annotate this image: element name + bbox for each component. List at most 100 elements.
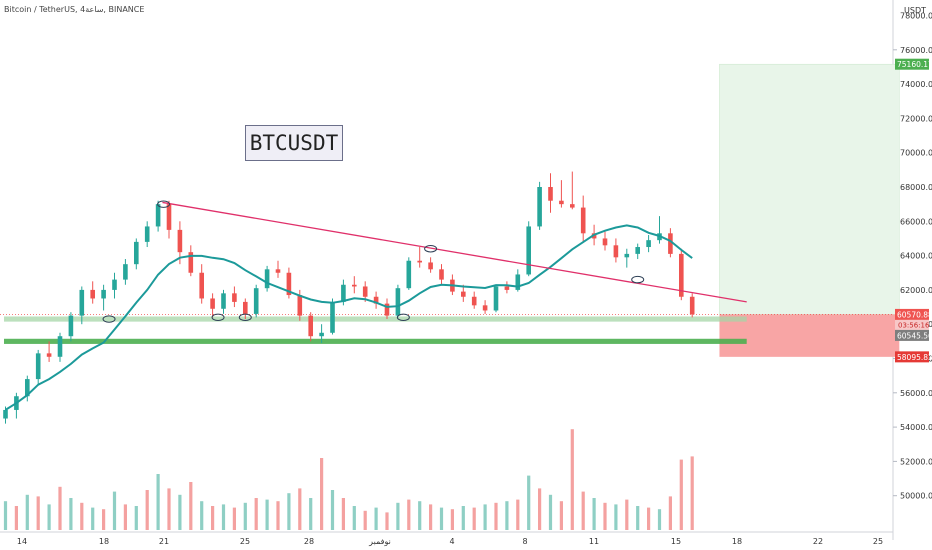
marker-ellipse <box>238 313 252 322</box>
volume-bar <box>211 506 215 530</box>
candle-body <box>319 332 324 337</box>
time-axis-label: 25 <box>873 537 883 546</box>
volume-bar <box>123 504 127 530</box>
volume-bar <box>472 507 476 530</box>
countdown-tag: 03:56:16 <box>898 321 930 329</box>
volume-bar <box>58 486 62 530</box>
moving-average-line <box>4 224 693 411</box>
volume-bar <box>483 504 487 530</box>
volume-bar <box>690 456 694 530</box>
volume-bar <box>559 501 563 530</box>
candle-body <box>134 241 139 265</box>
candle-body <box>526 226 531 275</box>
candle-body <box>373 296 379 304</box>
stop-zone <box>719 314 900 357</box>
volume-bar <box>341 498 345 530</box>
candle-body <box>308 315 313 337</box>
price-axis-label: 64000.00 <box>900 252 932 261</box>
time-axis-label: نوفمبر <box>368 537 391 546</box>
price-axis-label: 78000.00 <box>900 12 932 21</box>
volume-bar <box>112 491 117 530</box>
candle-body <box>548 187 553 201</box>
candle-body <box>90 289 95 299</box>
time-axis-label: 8 <box>522 537 527 546</box>
candle-body <box>286 272 292 296</box>
candle-body <box>352 284 357 287</box>
candle-body <box>395 288 401 316</box>
volume-bar <box>232 507 236 530</box>
volume-bar <box>200 501 204 530</box>
volume-bar <box>298 488 302 530</box>
candle-body <box>101 289 106 299</box>
candle-body <box>166 204 172 230</box>
candle-body <box>384 303 390 316</box>
volume-bar <box>287 493 291 530</box>
candle-body <box>471 296 477 306</box>
volume-bar <box>581 491 585 530</box>
candle-body <box>504 286 510 290</box>
volume-bar <box>668 496 672 530</box>
candle-body <box>199 272 204 299</box>
price-axis-label: 52000.00 <box>900 457 932 466</box>
volume-bar <box>527 475 531 530</box>
time-axis-label: 11 <box>589 537 599 546</box>
candle-body <box>613 245 619 258</box>
volume-bar <box>47 504 51 530</box>
time-axis-label: 4 <box>449 537 454 546</box>
volume-bar <box>3 501 8 530</box>
volume-bar <box>80 502 84 530</box>
candle-body <box>253 288 259 314</box>
candle-body <box>297 295 303 316</box>
volume-bar <box>625 499 629 530</box>
candle-body <box>25 379 30 397</box>
price-axis-label: 50000.00 <box>900 492 932 501</box>
volume-bar <box>189 482 193 530</box>
volume-bar <box>494 502 498 530</box>
current-price-tag: 60570.88 <box>897 310 932 319</box>
candle-body <box>79 289 85 316</box>
price-axis-label: 70000.00 <box>900 149 932 158</box>
candle-body <box>559 200 564 205</box>
candle-body <box>668 233 673 254</box>
candle-body <box>275 269 281 273</box>
candle-body <box>177 229 183 253</box>
candle-body <box>155 204 161 227</box>
volume-bar <box>636 506 640 530</box>
currency-label[interactable]: USDT <box>904 6 926 15</box>
volume-bar <box>254 498 258 530</box>
volume-bar <box>363 510 367 530</box>
candle-body <box>232 293 237 302</box>
target-price-tag: 75160.17 <box>897 60 932 69</box>
candle-body <box>461 291 466 297</box>
marker-ellipse <box>211 313 225 322</box>
candle-body <box>580 207 586 234</box>
volume-bar <box>418 501 422 530</box>
volume-bar <box>352 506 356 530</box>
candle-body <box>46 353 52 357</box>
candle-body <box>602 238 608 246</box>
volume-bar <box>36 496 40 530</box>
time-axis-label: 21 <box>159 537 169 546</box>
time-axis-label: 14 <box>17 537 27 546</box>
volume-bar <box>429 504 433 530</box>
price-axis-label: 72000.00 <box>900 114 932 123</box>
volume-bar <box>309 498 313 530</box>
volume-bar <box>592 498 596 530</box>
volume-bar <box>396 502 400 530</box>
volume-bar <box>407 499 411 530</box>
volume-bar <box>516 499 520 530</box>
volume-bar <box>145 490 149 530</box>
time-axis-label: 28 <box>304 537 314 546</box>
volume-bar <box>450 509 454 530</box>
volume-bar <box>374 507 378 530</box>
candle-body <box>243 301 248 314</box>
volume-bar <box>221 504 226 530</box>
volume-bar <box>439 507 444 530</box>
target-price-tag-bg <box>895 58 929 70</box>
candle-body <box>210 298 215 309</box>
volume-bar <box>505 501 509 530</box>
volume-bar <box>570 429 574 530</box>
symbol-annotation-box[interactable]: BTCUSDT <box>245 125 343 161</box>
